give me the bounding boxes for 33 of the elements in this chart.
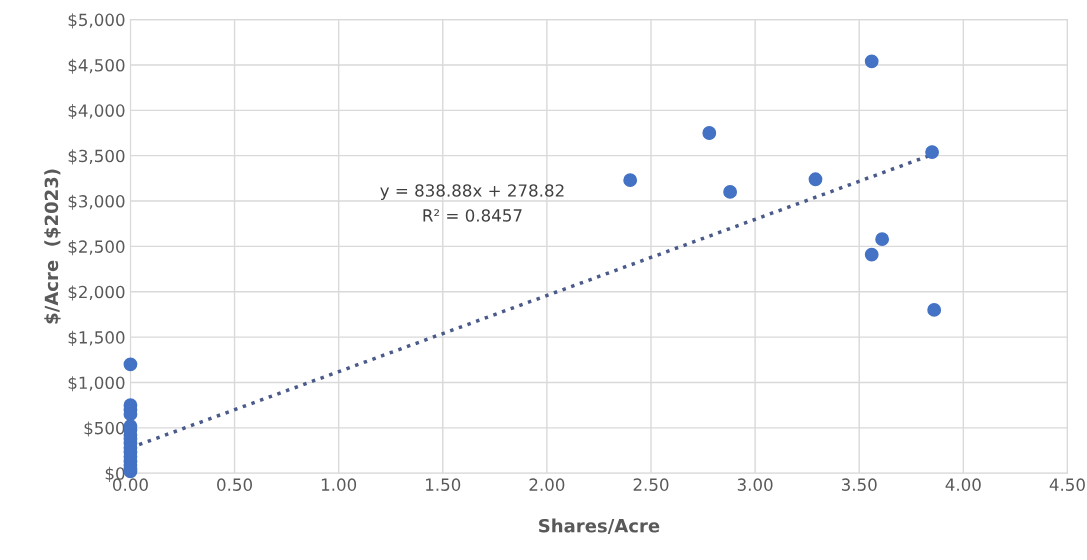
point [875,232,890,247]
point [623,173,638,188]
point [864,54,879,69]
x-tick-label: 0.50 [217,478,252,491]
y-tick-label: $500 [84,421,125,437]
y-tick-label: $3,500 [68,149,125,165]
y-tick-label: $2,500 [68,240,125,256]
y-tick-label: $2,000 [68,285,125,301]
x-tick-label: 2.50 [633,478,669,491]
point [808,172,823,187]
annotation: y = 838.88x + 278.82 [380,184,564,201]
y-tick-label: $4,500 [68,58,125,74]
y-tick-label: $1,000 [68,376,125,392]
x-tick-label: 2.00 [529,478,565,491]
point [925,145,939,159]
y-tick-label: $4,000 [68,103,125,120]
x-tick-label: 3.00 [737,478,773,491]
x-tick-label: 1.00 [321,478,357,491]
y-tick-label: $3,000 [68,194,125,210]
x-tick-label: 4.00 [945,478,981,491]
annotation: R² = 0.8457 [423,209,522,222]
point [702,126,717,140]
point [123,357,138,372]
point [723,185,738,199]
y-tick-label: $5,000 [68,13,125,29]
x-tick-label: 4.50 [1049,478,1085,491]
x-tick-label: 1.50 [426,478,461,491]
point [864,247,879,262]
x-tick-label: 3.50 [841,478,877,491]
y-axis-title: $/Acre ($2023) [44,169,61,324]
y-tick-label: $1,500 [68,330,125,346]
x-axis-title: Shares/Acre [539,518,660,534]
point [927,302,942,317]
